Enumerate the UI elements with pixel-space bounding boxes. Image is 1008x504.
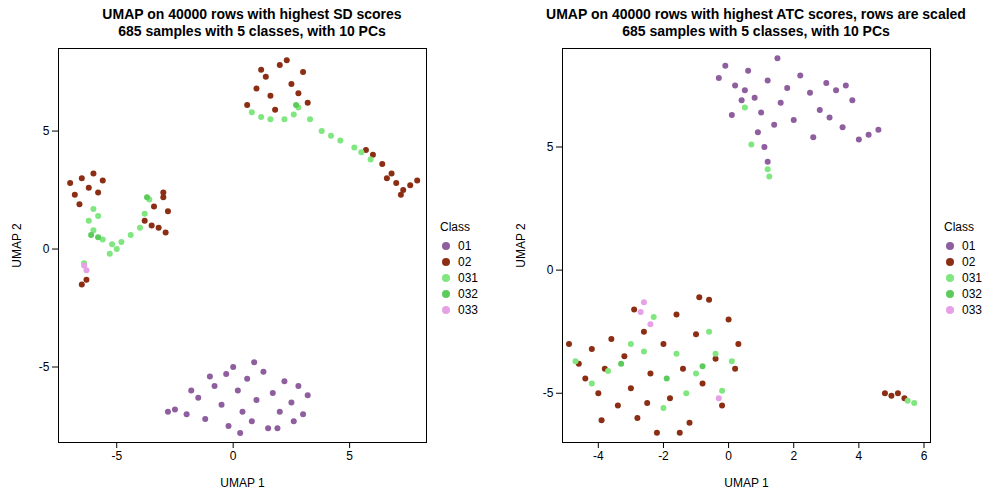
svg-text:0: 0 [43, 242, 50, 256]
html-text:032: 032 [458, 287, 478, 301]
html-text:UMAP on 40000 rows with highes: UMAP on 40000 rows with highest SD score… [102, 6, 402, 22]
svg-text:4: 4 [856, 449, 863, 463]
svg-text:UMAP 1: UMAP 1 [724, 476, 769, 490]
svg-text:5: 5 [346, 449, 353, 463]
html-text:02: 02 [962, 255, 976, 269]
svg-text:-5: -5 [111, 449, 122, 463]
svg-text:-4: -4 [593, 449, 604, 463]
svg-text:0: 0 [725, 449, 732, 463]
svg-text:6: 6 [921, 449, 928, 463]
svg-text:0: 0 [230, 449, 237, 463]
svg-text:-5: -5 [543, 386, 554, 400]
svg-text:UMAP 1: UMAP 1 [220, 476, 265, 490]
html-text:01: 01 [962, 239, 976, 253]
html-text:031: 031 [458, 271, 478, 285]
svg-text:5: 5 [547, 140, 554, 154]
svg-text:UMAP 2: UMAP 2 [514, 223, 528, 268]
html-text:032: 032 [962, 287, 982, 301]
html-text:685 samples with 5 classes, wi: 685 samples with 5 classes, with 10 PCs [118, 23, 386, 39]
svg-text:0: 0 [547, 263, 554, 277]
html-text:685 samples with 5 classes, wi: 685 samples with 5 classes, with 10 PCs [622, 23, 890, 39]
html-text:02: 02 [458, 255, 472, 269]
svg-text:-5: -5 [39, 360, 50, 374]
svg-text:5: 5 [43, 124, 50, 138]
html-text:UMAP on 40000 rows with highes: UMAP on 40000 rows with highest ATC scor… [546, 6, 966, 22]
svg-text:-2: -2 [658, 449, 669, 463]
svg-text:UMAP 2: UMAP 2 [10, 223, 24, 268]
html-text:033: 033 [458, 303, 478, 317]
html-text:031: 031 [962, 271, 982, 285]
html-text:01: 01 [458, 239, 472, 253]
html-text:Class: Class [440, 220, 470, 234]
svg-text:2: 2 [790, 449, 797, 463]
html-text:Class: Class [944, 220, 974, 234]
html-text:033: 033 [962, 303, 982, 317]
